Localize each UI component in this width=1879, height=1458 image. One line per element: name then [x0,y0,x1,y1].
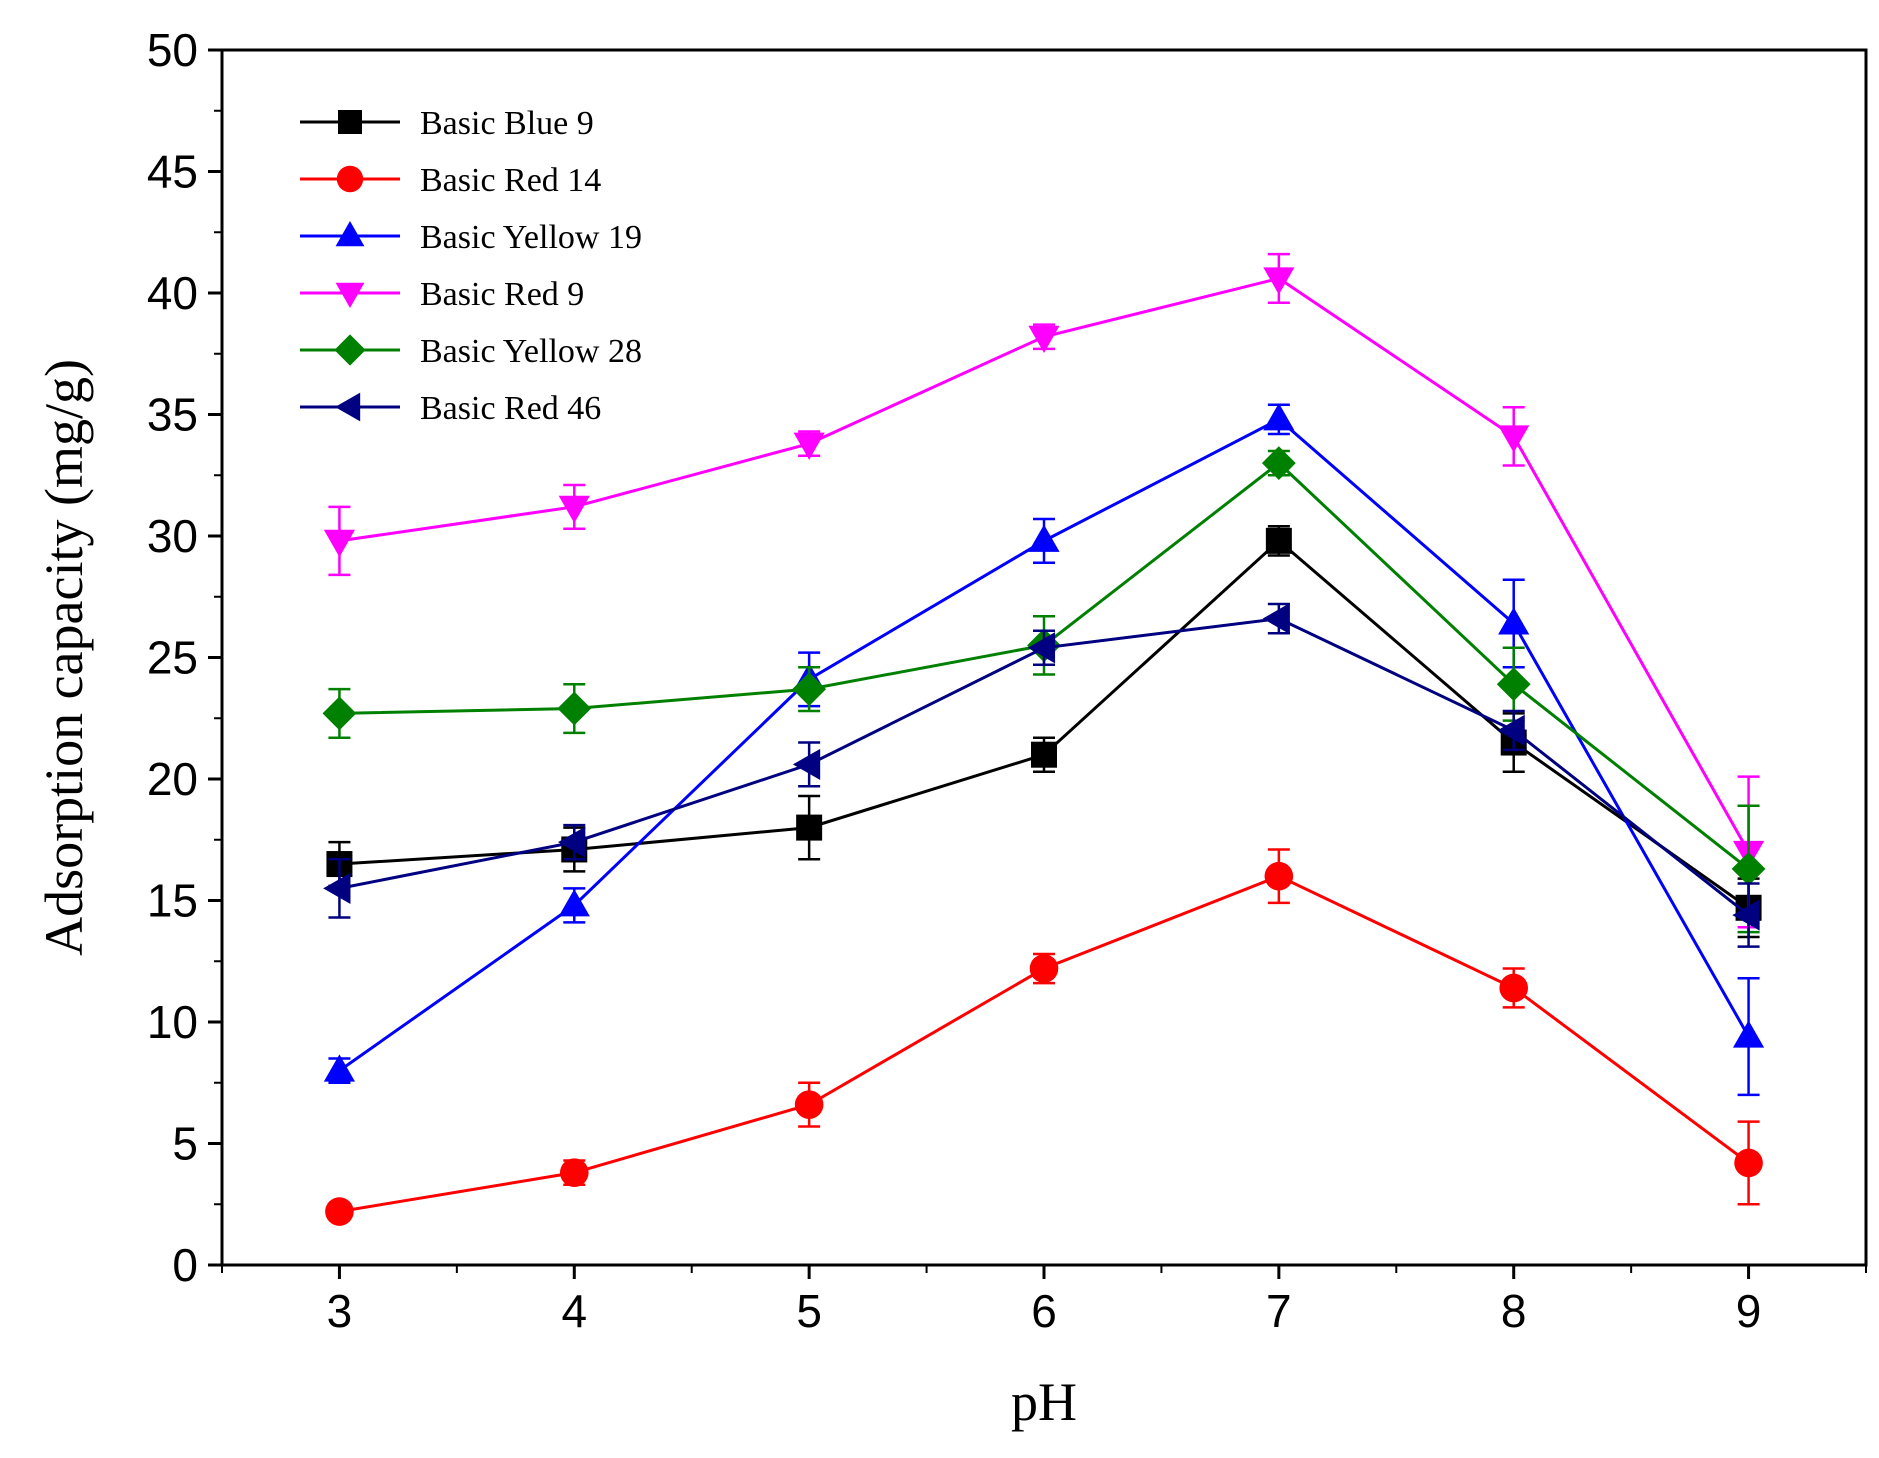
data-point [1732,1020,1765,1048]
data-point [325,1197,354,1226]
x-tick-label: 4 [561,1285,587,1337]
legend-label: Basic Red 9 [420,276,584,313]
data-point [1029,954,1059,983]
x-tick-label: 9 [1736,1285,1762,1337]
legend-marker [338,110,362,134]
x-tick-label: 6 [1031,1285,1057,1337]
x-tick-label: 7 [1266,1285,1292,1337]
data-point [1497,714,1525,746]
legend-item: Basic Yellow 19 [300,219,642,256]
data-point [794,1090,824,1119]
y-tick-label: 40 [147,267,198,319]
data-point [1498,425,1530,453]
data-point [793,432,825,460]
x-tick-label: 5 [796,1285,822,1337]
data-point [1732,899,1760,931]
data-point [322,696,357,731]
y-tick-label: 20 [147,753,198,805]
data-point [323,529,356,558]
legend-marker [334,334,366,366]
legend: Basic Blue 9 Basic Red 14 Basic Yellow 19 B… [300,105,642,427]
data-point [1734,1148,1763,1178]
data-point [558,826,586,858]
legend-item: Basic Yellow 28 [300,333,642,370]
y-tick-label: 25 [147,632,198,684]
data-point [1499,973,1529,1003]
legend-item: Basic Red 9 [300,276,584,313]
data-point [558,889,590,917]
data-point [557,691,592,726]
y-tick-label: 35 [147,389,198,441]
data-point [792,672,827,706]
data-point [558,495,590,524]
legend-label: Basic Yellow 19 [420,219,642,256]
legend-label: Basic Blue 9 [420,105,594,142]
data-point [1731,852,1766,886]
x-tick-label: 3 [327,1285,353,1337]
y-axis-title: Adsorption capacity (mg/g) [34,359,94,956]
y-tick-label: 5 [172,1118,198,1170]
data-point [323,1054,356,1082]
data-point [1262,603,1290,635]
data-point [1264,861,1294,891]
y-tick-label: 15 [147,875,198,927]
series-basic-red-46 [323,602,1760,948]
data-point [796,814,823,841]
legend-marker [335,221,365,247]
data-point [559,1158,589,1187]
legend-item: Basic Red 46 [300,390,601,427]
data-point [792,748,821,781]
data-point [1496,667,1531,702]
y-tick-label: 30 [147,510,198,562]
data-point [1263,403,1295,431]
series-basic-yellow-19 [323,403,1765,1097]
legend-label: Basic Yellow 28 [420,333,642,370]
data-point [1263,267,1295,295]
x-tick-label: 8 [1501,1285,1527,1337]
legend-label: Basic Red 46 [420,390,601,427]
data-point [1028,325,1060,353]
y-tick-label: 45 [147,146,198,198]
y-tick-label: 50 [147,24,198,76]
legend-marker [335,392,361,422]
data-point [1498,607,1530,635]
legend-marker [336,165,364,193]
y-tick-label: 0 [172,1239,198,1291]
data-point [1261,446,1296,480]
series-basic-red-14 [325,848,1763,1226]
x-axis-title: pH [1011,1372,1077,1432]
data-point [1027,632,1056,664]
legend-item: Basic Blue 9 [300,105,594,142]
legend-item: Basic Red 14 [300,162,601,199]
y-tick-label: 10 [147,996,198,1048]
legend-label: Basic Red 14 [420,162,601,199]
legend-marker [335,282,365,308]
data-point [1028,524,1060,552]
data-point [1031,741,1057,768]
plot-marks [322,252,1766,1226]
data-point [1265,527,1292,554]
data-point [323,872,351,904]
